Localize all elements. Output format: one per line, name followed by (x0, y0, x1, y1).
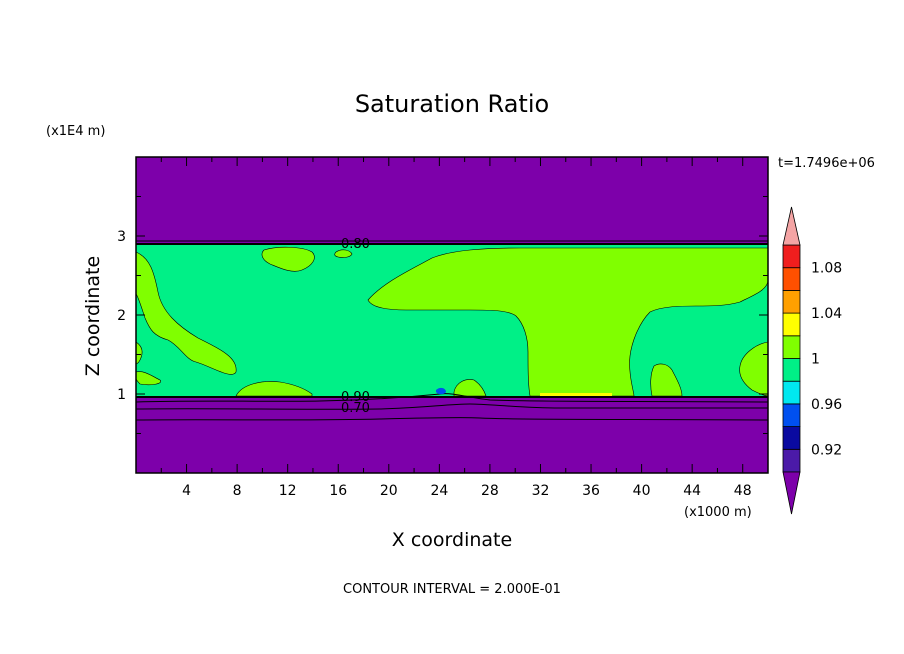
colorbar-over-triangle (782, 206, 801, 246)
colorbar-swatch (782, 289, 801, 314)
chart-title: Saturation Ratio (355, 90, 549, 118)
contour-line-080 (135, 403, 768, 410)
x-tick-label: 12 (279, 483, 297, 499)
x-tick-label: 16 (329, 483, 347, 499)
x-tick-label: 44 (683, 483, 701, 499)
high-saturation-strip (540, 393, 612, 396)
y-tick-label: 2 (117, 308, 126, 324)
colorbar-swatch (782, 267, 801, 291)
y-axis-title: Z coordinate (82, 256, 104, 376)
saturated-patch-right-lower (739, 341, 769, 397)
saturated-patch-right-edge (650, 363, 683, 397)
colorbar-swatch (782, 312, 801, 337)
x-tick-label: 32 (532, 483, 550, 499)
small-blue-blob (436, 387, 446, 395)
time-label: t=1.7496e+06 (778, 156, 875, 171)
y-unit-label: (x1E4 m) (46, 124, 105, 139)
saturated-patch-bottom-a (235, 381, 313, 397)
colorbar-swatch (782, 244, 801, 269)
contour-interval-footer: CONTOUR INTERVAL = 2.000E-01 (343, 582, 561, 597)
colorbar-label: 0.96 (811, 397, 842, 413)
colorbar-swatch (782, 403, 801, 427)
x-tick-label: 48 (734, 483, 752, 499)
contour-label-080: 0.80 (341, 237, 370, 252)
x-tick-label: 20 (380, 483, 398, 499)
y-tick-label: 1 (117, 387, 126, 403)
upper-dry-region (136, 157, 768, 245)
colorbar-swatch (782, 380, 801, 405)
colorbar: 0.92 0.96 1 1.04 1.08 (782, 206, 842, 515)
colorbar-swatch (782, 426, 801, 450)
x-tick-label: 8 (233, 483, 242, 499)
y-tick-label: 3 (117, 229, 126, 245)
colorbar-swatch (782, 335, 801, 359)
plot-area (135, 157, 769, 473)
contour-label-090: 0.90 (341, 390, 370, 405)
contour-label-070: 0.70 (341, 401, 370, 416)
colorbar-swatch (782, 358, 801, 382)
x-tick-label: 40 (633, 483, 651, 499)
y-axis: 1 2 3 (117, 196, 768, 434)
x-axis-title: X coordinate (392, 529, 512, 551)
saturated-patch-top-small (334, 249, 353, 258)
saturated-patch-top-cell (261, 246, 315, 272)
saturated-patch-left-bottom (135, 371, 161, 386)
x-tick-label: 28 (481, 483, 499, 499)
x-tick-label: 24 (430, 483, 448, 499)
saturated-patch-bottom-b (453, 379, 487, 397)
colorbar-label: 1 (811, 352, 820, 368)
x-tick-label: 36 (582, 483, 600, 499)
x-axis: 4 8 12 16 20 24 28 32 36 40 44 48 (160, 157, 752, 499)
colorbar-under-triangle (782, 471, 801, 515)
colorbar-label: 0.92 (811, 442, 842, 458)
colorbar-label: 1.08 (811, 261, 842, 277)
contour-line-070 (135, 417, 769, 421)
colorbar-label: 1.04 (811, 306, 842, 322)
x-tick-label: 4 (182, 483, 191, 499)
colorbar-swatch (782, 448, 801, 473)
saturated-patch-large-anvil (367, 247, 769, 397)
x-unit-label: (x1000 m) (684, 505, 752, 520)
saturated-patch-left-upper (135, 251, 237, 375)
